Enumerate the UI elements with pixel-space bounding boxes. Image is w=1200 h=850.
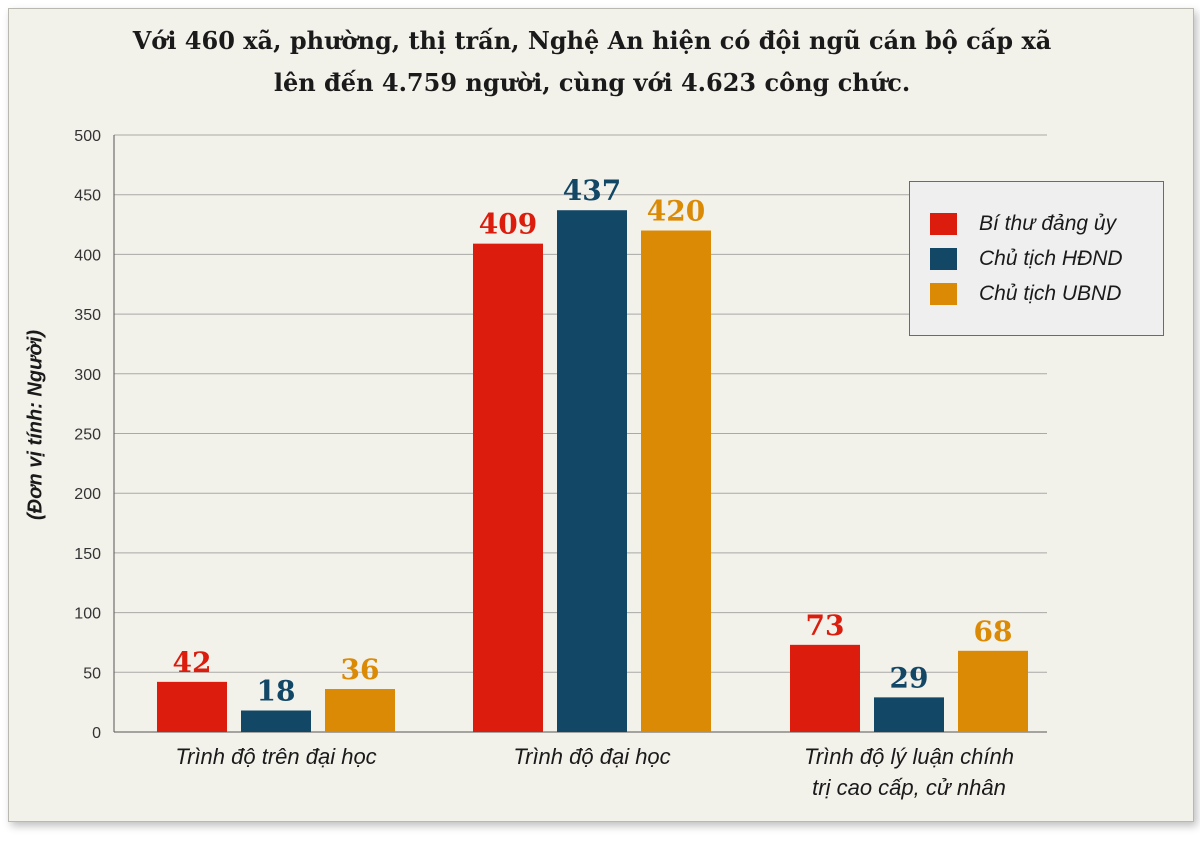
bar <box>958 650 1028 732</box>
chart-title-line-1: Với 460 xã, phường, thị trấn, Nghệ An hi… <box>132 26 1052 55</box>
y-tick-label: 400 <box>74 247 101 264</box>
y-tick-label: 300 <box>74 367 101 384</box>
y-tick-label: 200 <box>74 486 101 503</box>
data-label: 420 <box>647 195 705 228</box>
x-category-label: Trình độ lý luận chính <box>804 744 1014 769</box>
legend-label-chu-tich-hdnd: Chủ tịch HĐND <box>979 247 1123 270</box>
y-tick-label: 500 <box>74 128 101 145</box>
y-tick-label: 450 <box>74 188 101 205</box>
data-label: 36 <box>341 653 380 686</box>
chart-title-line-2: lên đến 4.759 người, cùng với 4.623 công… <box>273 68 911 97</box>
bar <box>790 644 860 732</box>
chart-title: Với 460 xã, phường, thị trấn, Nghệ An hi… <box>60 20 1124 104</box>
bar <box>557 210 627 733</box>
legend-swatch-chu-tich-hdnd <box>930 248 957 270</box>
bar <box>473 243 543 733</box>
legend-item-chu-tich-ubnd: Chủ tịch UBND <box>930 279 1121 309</box>
y-tick-label: 100 <box>74 606 101 623</box>
x-category-label: Trình độ trên đại học <box>175 744 376 769</box>
bar <box>641 230 711 732</box>
legend-item-chu-tich-hdnd: Chủ tịch HĐND <box>930 244 1123 274</box>
y-tick-label: 150 <box>74 546 101 563</box>
bar <box>157 681 227 732</box>
legend-swatch-chu-tich-ubnd <box>930 283 957 305</box>
legend-swatch-bi-thu <box>930 213 957 235</box>
bar <box>325 689 395 732</box>
data-label: 68 <box>974 615 1013 648</box>
bar <box>874 697 944 732</box>
x-category-label: trị cao cấp, cử nhân <box>812 775 1006 800</box>
data-label: 42 <box>173 646 212 679</box>
data-label: 437 <box>563 174 621 207</box>
data-label: 73 <box>806 609 845 642</box>
y-tick-label: 350 <box>74 307 101 324</box>
y-tick-label: 250 <box>74 427 101 444</box>
y-tick-label: 50 <box>83 665 101 682</box>
legend-item-bi-thu: Bí thư đảng ủy <box>930 209 1116 239</box>
bar <box>241 710 311 732</box>
data-label: 409 <box>479 208 537 241</box>
data-label: 18 <box>257 675 296 708</box>
data-label: 29 <box>890 661 929 694</box>
legend-label-chu-tich-ubnd: Chủ tịch UBND <box>979 282 1122 305</box>
legend-label-bi-thu: Bí thư đảng ủy <box>979 212 1117 235</box>
chart-legend: Bí thư đảng ủy Chủ tịch HĐND Chủ tịch UB… <box>909 181 1164 336</box>
y-tick-label: 0 <box>92 725 101 742</box>
x-category-label: Trình độ đại học <box>513 744 670 769</box>
